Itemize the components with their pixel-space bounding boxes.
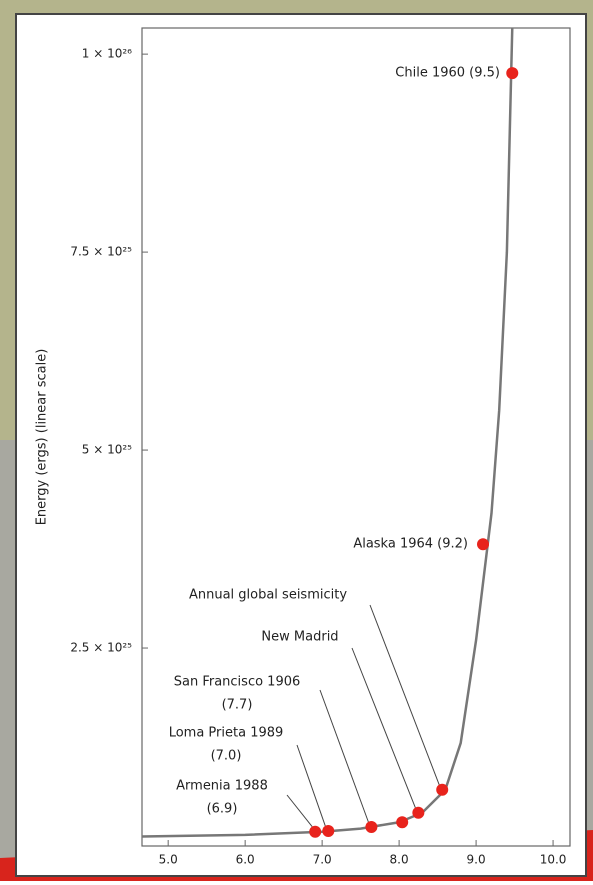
- point: [436, 784, 448, 796]
- point: [309, 826, 321, 838]
- point-label: Loma Prieta 1989: [169, 726, 284, 741]
- y-tick-label: 7.5 × 10²⁵: [70, 245, 132, 259]
- point-label: (7.7): [222, 698, 253, 713]
- page: {"chart_data": {"type": "scatter", "y_la…: [0, 0, 593, 881]
- point-label: Annual global seismicity: [189, 588, 347, 603]
- point: [365, 821, 377, 833]
- point: [412, 807, 424, 819]
- point-label: (7.0): [211, 749, 242, 764]
- y-axis-label: Energy (ergs) (linear scale): [35, 349, 50, 526]
- x-tick-label: 8.0: [390, 853, 409, 867]
- point-label: Alaska 1964 (9.2): [353, 537, 468, 552]
- chart: Energy (ergs) (linear scale) 5.0 6.0 7.0 8.…: [0, 0, 593, 881]
- y-tick-label: 2.5 × 10²⁵: [70, 641, 132, 655]
- point-label: San Francisco 1906: [174, 675, 301, 690]
- y-tick-label: 5 × 10²⁵: [82, 443, 132, 457]
- y-tick-label: 1 × 10²⁶: [82, 47, 132, 61]
- x-tick-label: 7.0: [313, 853, 332, 867]
- x-tick-label: 5.0: [159, 853, 178, 867]
- x-tick-label: 6.0: [236, 853, 255, 867]
- point: [396, 816, 408, 828]
- point-label: New Madrid: [261, 630, 338, 645]
- point-label: (6.9): [207, 802, 238, 817]
- x-tick-label: 10.0: [540, 853, 567, 867]
- point-label: Armenia 1988: [176, 779, 268, 794]
- point: [506, 67, 518, 79]
- point: [477, 538, 489, 550]
- point: [322, 825, 334, 837]
- point-label: Chile 1960 (9.5): [395, 66, 500, 81]
- x-tick-label: 9.0: [467, 853, 486, 867]
